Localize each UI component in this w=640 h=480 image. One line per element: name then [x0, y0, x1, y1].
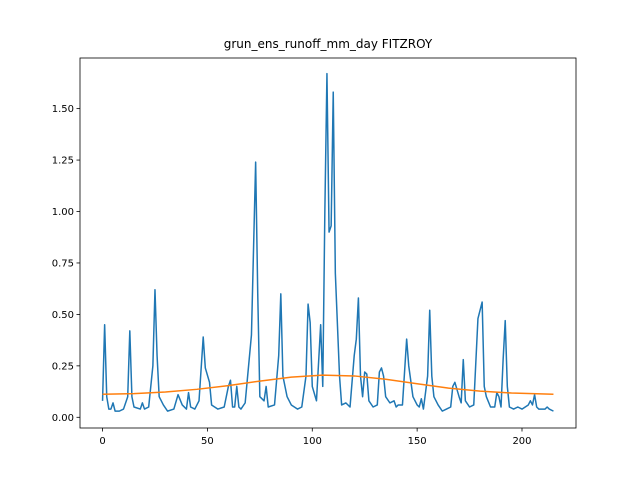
y-tick-label: 0.00: [52, 413, 74, 424]
x-tick-label: 200: [512, 436, 531, 447]
chart-title: grun_ens_runoff_mm_day FITZROY: [224, 37, 433, 51]
y-tick-label: 0.50: [52, 310, 74, 321]
x-tick-label: 50: [201, 436, 214, 447]
y-tick-label: 1.25: [52, 156, 74, 167]
axes-frame: [79, 57, 577, 429]
data-line: [101, 72, 554, 412]
y-tick-label: 1.00: [52, 207, 74, 218]
x-tick-label: 0: [99, 436, 105, 447]
y-tick-label: 0.75: [52, 258, 74, 269]
x-tick-label: 150: [408, 436, 427, 447]
y-tick-label: 0.25: [52, 361, 74, 372]
x-tick-label: 100: [303, 436, 322, 447]
data-line: [102, 374, 554, 395]
y-tick-label: 1.50: [52, 104, 74, 115]
